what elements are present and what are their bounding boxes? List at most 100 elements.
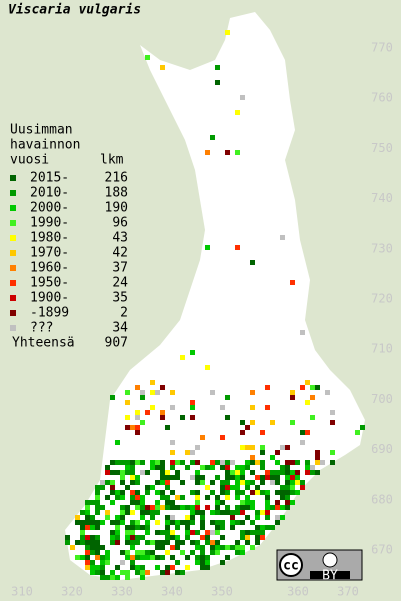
observation-square bbox=[235, 495, 240, 500]
observation-square bbox=[85, 525, 90, 530]
observation-square bbox=[195, 540, 200, 545]
observation-square bbox=[145, 555, 150, 560]
x-grid-label: 310 bbox=[11, 585, 33, 599]
observation-square bbox=[135, 495, 140, 500]
observation-square bbox=[245, 445, 250, 450]
observation-square bbox=[225, 485, 230, 490]
observation-square bbox=[200, 510, 205, 515]
observation-square bbox=[145, 570, 150, 575]
observation-square bbox=[285, 465, 290, 470]
legend-count: 24 bbox=[112, 276, 128, 291]
observation-square bbox=[180, 505, 185, 510]
observation-square bbox=[165, 485, 170, 490]
observation-square bbox=[200, 560, 205, 565]
observation-square bbox=[240, 505, 245, 510]
observation-square bbox=[285, 480, 290, 485]
observation-square bbox=[250, 545, 255, 550]
observation-square bbox=[155, 500, 160, 505]
observation-square bbox=[215, 525, 220, 530]
observation-square bbox=[245, 505, 250, 510]
observation-square bbox=[140, 515, 145, 520]
observation-square bbox=[140, 505, 145, 510]
y-grid-label: 700 bbox=[371, 392, 393, 406]
observation-square bbox=[330, 410, 335, 415]
observation-square bbox=[165, 425, 170, 430]
observation-square bbox=[220, 525, 225, 530]
observation-square bbox=[75, 515, 80, 520]
observation-square bbox=[180, 570, 185, 575]
observation-square bbox=[190, 405, 195, 410]
y-grid-label: 710 bbox=[371, 342, 393, 356]
observation-square bbox=[110, 530, 115, 535]
legend-swatch bbox=[10, 205, 16, 211]
observation-square bbox=[130, 500, 135, 505]
observation-square bbox=[220, 460, 225, 465]
observation-square bbox=[160, 415, 165, 420]
observation-square bbox=[120, 505, 125, 510]
observation-square bbox=[155, 565, 160, 570]
observation-square bbox=[110, 480, 115, 485]
observation-square bbox=[285, 475, 290, 480]
observation-square bbox=[275, 500, 280, 505]
observation-square bbox=[245, 495, 250, 500]
observation-square bbox=[80, 530, 85, 535]
observation-square bbox=[200, 535, 205, 540]
x-grid-label: 340 bbox=[161, 585, 183, 599]
observation-square bbox=[85, 545, 90, 550]
observation-square bbox=[135, 410, 140, 415]
observation-square bbox=[100, 480, 105, 485]
observation-square bbox=[260, 445, 265, 450]
observation-square bbox=[285, 490, 290, 495]
observation-square bbox=[135, 500, 140, 505]
observation-square bbox=[130, 510, 135, 515]
observation-square bbox=[205, 150, 210, 155]
observation-square bbox=[260, 525, 265, 530]
observation-square bbox=[110, 500, 115, 505]
observation-square bbox=[85, 515, 90, 520]
observation-square bbox=[135, 555, 140, 560]
observation-square bbox=[75, 520, 80, 525]
observation-square bbox=[235, 480, 240, 485]
observation-square bbox=[255, 515, 260, 520]
observation-square bbox=[155, 545, 160, 550]
observation-square bbox=[105, 480, 110, 485]
observation-square bbox=[100, 505, 105, 510]
legend-count: 2 bbox=[120, 306, 128, 321]
observation-square bbox=[280, 495, 285, 500]
observation-square bbox=[255, 540, 260, 545]
observation-square bbox=[120, 520, 125, 525]
observation-square bbox=[325, 390, 330, 395]
observation-square bbox=[315, 460, 320, 465]
observation-square bbox=[190, 450, 195, 455]
legend-label: 2010- bbox=[30, 186, 69, 201]
observation-square bbox=[145, 490, 150, 495]
y-grid-label: 770 bbox=[371, 41, 393, 55]
observation-square bbox=[125, 390, 130, 395]
observation-square bbox=[225, 465, 230, 470]
observation-square bbox=[160, 570, 165, 575]
observation-square bbox=[260, 530, 265, 535]
y-grid-label: 690 bbox=[371, 442, 393, 456]
y-grid-label: 670 bbox=[371, 543, 393, 557]
legend-label: 1990- bbox=[30, 216, 69, 231]
observation-square bbox=[90, 535, 95, 540]
observation-square bbox=[290, 480, 295, 485]
observation-square bbox=[115, 495, 120, 500]
observation-square bbox=[260, 475, 265, 480]
observation-square bbox=[210, 390, 215, 395]
observation-square bbox=[235, 475, 240, 480]
observation-square bbox=[240, 520, 245, 525]
observation-square bbox=[305, 460, 310, 465]
observation-square bbox=[95, 490, 100, 495]
observation-square bbox=[160, 540, 165, 545]
observation-square bbox=[190, 400, 195, 405]
observation-square bbox=[160, 460, 165, 465]
observation-square bbox=[165, 540, 170, 545]
observation-square bbox=[100, 575, 105, 580]
observation-square bbox=[110, 575, 115, 580]
observation-square bbox=[310, 470, 315, 475]
observation-square bbox=[265, 490, 270, 495]
observation-square bbox=[235, 540, 240, 545]
observation-square bbox=[155, 530, 160, 535]
